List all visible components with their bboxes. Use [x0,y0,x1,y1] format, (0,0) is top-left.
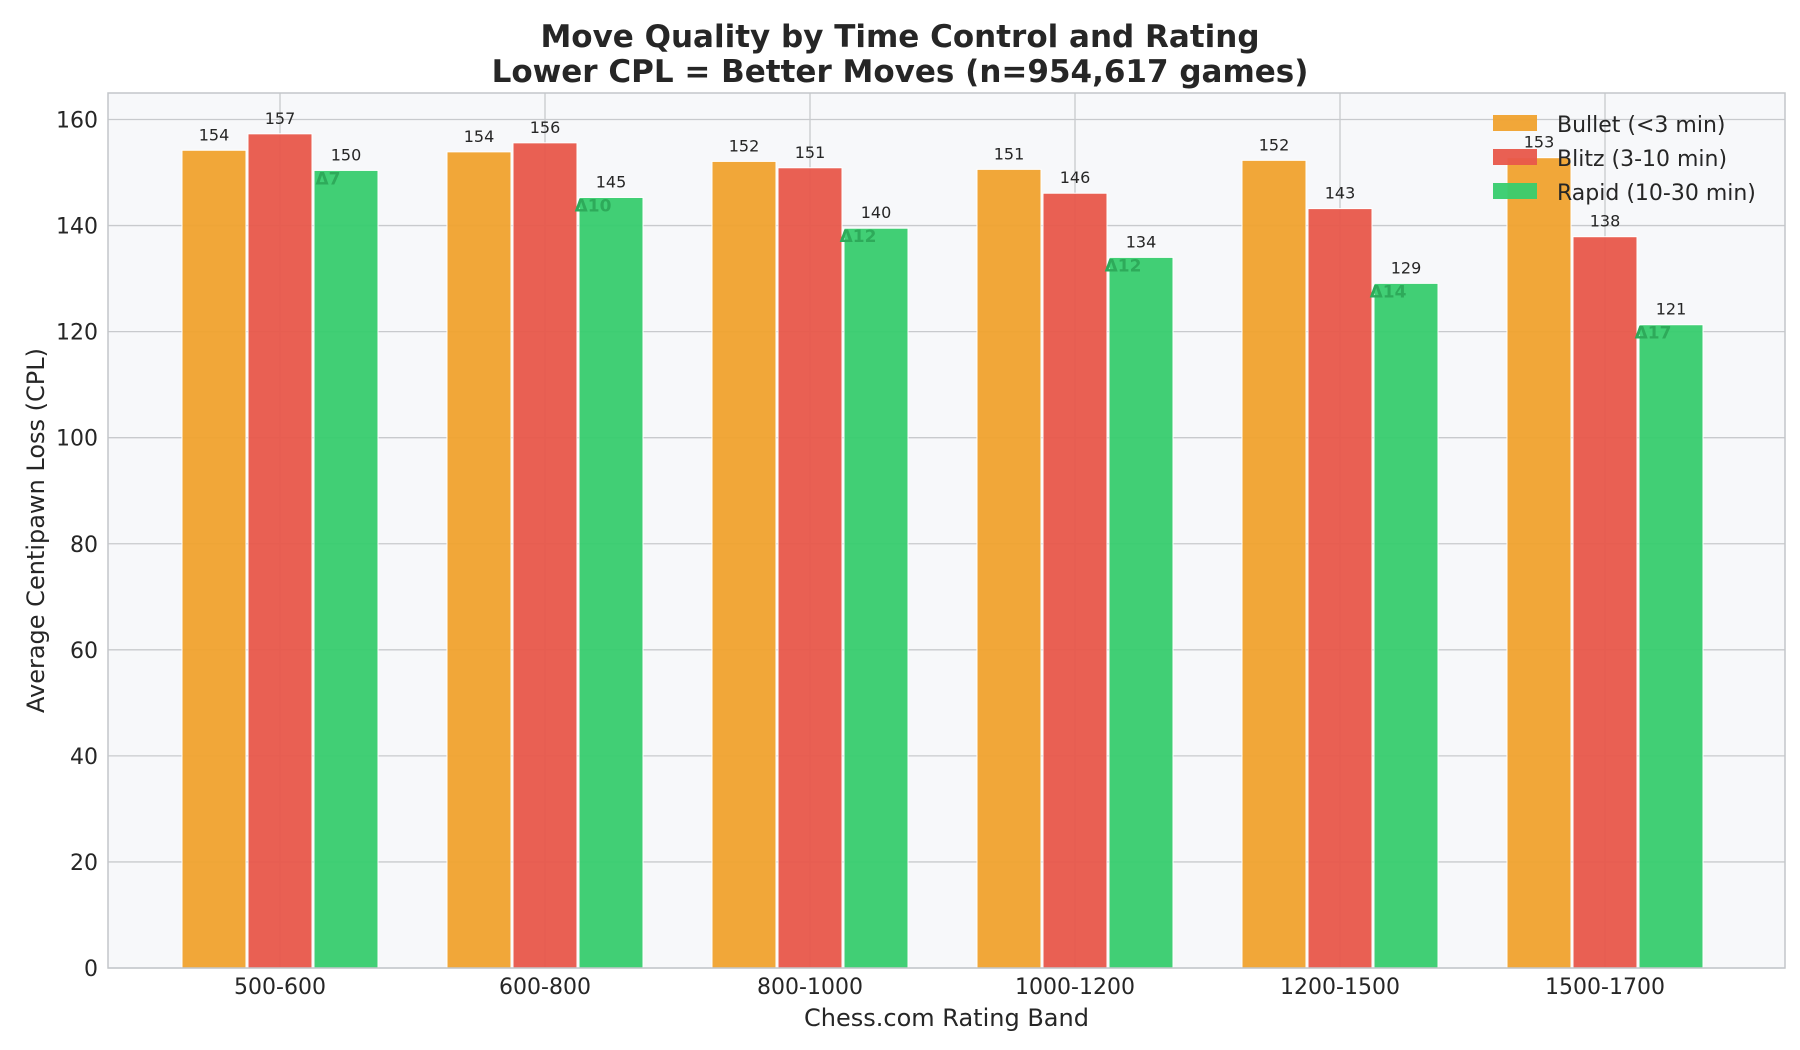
bar-value-label: 156 [530,118,561,137]
delta-annotation: Δ10 [575,196,612,216]
legend-label: Bullet (<3 min) [1557,113,1726,138]
bar-value-label: 157 [265,109,296,128]
bar-blitz-1200-1500 [1307,208,1373,969]
delta-annotation: Δ14 [1370,282,1407,302]
x-tick-label: 1200-1500 [1280,975,1400,1000]
bar-bullet-800-1000 [711,160,777,969]
bar-value-label: 140 [861,203,892,222]
legend: Bullet (<3 min) Blitz (3-10 min) Rapid (10… [1493,113,1756,206]
bar-blitz-500-600 [247,133,313,969]
bar-value-label: 146 [1060,168,1091,187]
bar-blitz-1500-1700 [1572,236,1638,969]
delta-annotation: Δ12 [840,227,877,247]
chart-title: Move Quality by Time Control and Rating [540,19,1259,55]
bar-value-label: 154 [464,127,495,146]
legend-swatch [1493,183,1537,199]
bar-rapid-1200-1500 [1373,282,1439,969]
y-tick-label: 80 [70,533,98,558]
bar-value-label: 143 [1325,184,1356,203]
chart-subtitle: Lower CPL = Better Moves (n=954,617 game… [492,54,1309,90]
delta-annotation: Δ12 [1105,256,1142,276]
y-tick-label: 140 [56,215,98,240]
bar-rapid-500-600 [313,169,379,969]
bar-rapid-1500-1700 [1638,324,1704,969]
legend-label: Rapid (10-30 min) [1557,181,1756,206]
bar-value-label: 152 [729,136,760,155]
x-tick-label: 1500-1700 [1545,975,1665,1000]
y-tick-label: 20 [70,851,98,876]
legend-label: Blitz (3-10 min) [1557,147,1727,172]
legend-swatch [1493,149,1537,165]
plot-frame [107,92,1786,969]
data-labels: 154 157 150 154 156 145 152 151 140 151 146 134 152 1… [199,109,1687,319]
bar-blitz-800-1000 [777,167,843,969]
bar-value-label: 121 [1656,300,1687,319]
y-tick-label: 60 [70,639,98,664]
y-tick-label: 100 [56,427,98,452]
bar-value-label: 134 [1126,232,1157,251]
bar-rapid-600-800 [578,196,644,969]
bars [181,133,1704,969]
bar-value-label: 153 [1524,133,1555,152]
bar-value-label: 145 [596,172,627,191]
bar-value-label: 138 [1590,212,1621,231]
bar-value-label: 129 [1391,258,1422,277]
bar-bullet-1000-1200 [976,168,1042,969]
y-axis-ticks: 0 20 40 60 80 100 120 140 160 [56,109,98,982]
bar-bullet-1500-1700 [1506,157,1572,969]
y-axis-label: Average Centipawn Loss (CPL) [22,348,50,713]
y-tick-label: 0 [84,957,98,982]
x-tick-label: 500-600 [234,975,326,1000]
bar-value-label: 154 [199,125,230,144]
bar-value-label: 151 [994,144,1025,163]
bar-bullet-1200-1500 [1241,159,1307,969]
x-axis-label: Chess.com Rating Band [804,1004,1089,1032]
y-tick-label: 40 [70,745,98,770]
bar-bullet-500-600 [181,149,247,969]
y-tick-label: 120 [56,321,98,346]
bar-value-label: 151 [795,143,826,162]
bar-rapid-800-1000 [843,227,909,969]
x-tick-label: 800-1000 [757,975,863,1000]
x-tick-label: 600-800 [499,975,591,1000]
x-axis-ticks: 500-600 600-800 800-1000 1000-1200 1200-1500… [234,975,1665,1000]
bar-bullet-600-800 [446,151,512,969]
delta-annotation: Δ7 [316,169,341,189]
x-tick-label: 1000-1200 [1015,975,1135,1000]
delta-annotation: Δ17 [1635,324,1672,344]
y-tick-label: 160 [56,109,98,134]
delta-annotations: Δ7 Δ10 Δ12 Δ12 Δ14 Δ17 [316,169,1672,343]
bar-blitz-600-800 [512,142,578,969]
bar-rapid-1000-1200 [1108,256,1174,969]
bar-value-label: 152 [1259,135,1290,154]
bar-value-label: 150 [331,145,362,164]
bar-blitz-1000-1200 [1042,192,1108,969]
plot-area [108,93,1785,968]
legend-swatch [1493,115,1537,131]
